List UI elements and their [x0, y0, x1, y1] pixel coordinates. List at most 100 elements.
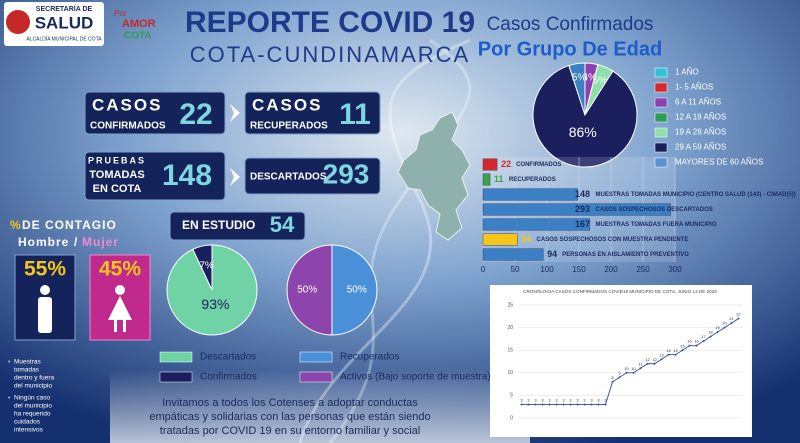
stat-line: PRUEBAS: [88, 155, 146, 165]
slice-label: 5%: [572, 73, 587, 84]
point: [688, 344, 691, 347]
office: SALUD: [35, 13, 94, 32]
point-label: 3: [569, 398, 572, 403]
legend-swatch: [299, 351, 333, 363]
stat-value: 54: [270, 212, 295, 237]
legend-label: 1 AÑO: [675, 68, 699, 77]
chart-title: CRONOLOGIA CASOS CONFIRMADOS COVID19 MUN…: [523, 289, 717, 294]
stat-bottom: RECUPERADOS: [250, 121, 328, 132]
chart-title: Casos Confirmados: [487, 14, 654, 35]
x-tick-label: 150: [572, 265, 586, 274]
legend-label: Descartados: [200, 352, 256, 363]
note-line: Ningún caso: [14, 395, 51, 402]
point: [548, 403, 551, 406]
note-line: del municipio: [14, 383, 52, 390]
gender-title: DE CONTAGIO: [22, 218, 117, 232]
arrow: [230, 168, 240, 186]
men-value: 55%: [24, 258, 66, 281]
legend-swatch: [654, 142, 668, 153]
point: [681, 349, 684, 352]
point: [667, 353, 670, 356]
bar-value: 148: [575, 189, 590, 199]
legend-swatch: [654, 112, 668, 123]
x-tick-label: 200: [604, 265, 618, 274]
slice-label: 93%: [201, 296, 229, 312]
note-line: cuidados: [14, 419, 41, 426]
legend-label: 12 A 18 AÑOS: [675, 113, 726, 122]
point: [597, 403, 600, 406]
bar-value: 293: [575, 204, 590, 214]
stat-recovered: CASOS RECUPERADOS 11: [244, 91, 381, 135]
note-line: intensivos: [14, 427, 44, 434]
point: [674, 353, 677, 356]
point-label: 14: [666, 348, 671, 353]
point: [611, 380, 614, 383]
bar: [482, 203, 671, 216]
gender-percent: %: [10, 218, 21, 232]
pie-slice: [331, 244, 378, 336]
point-label: 16: [694, 339, 699, 344]
legend-swatch: [654, 67, 668, 78]
stat-value: 148: [162, 159, 212, 192]
point-label: 3: [520, 398, 523, 403]
stat-top: CASOS: [252, 95, 322, 114]
women-value: 45%: [99, 258, 141, 281]
stat-value: 293: [323, 158, 370, 189]
x-tick-label: 0: [481, 265, 486, 274]
office-sub: ALCALDÍA MUNICIPAL DE COTA: [26, 35, 102, 42]
gender-men: Hombre: [18, 235, 69, 249]
point-label: 17: [701, 334, 706, 339]
x-tick-label: 300: [668, 265, 682, 274]
note-line: dentro y fuera: [14, 375, 54, 382]
y-tick-label: 20: [507, 325, 513, 331]
footer-line: Invitamos a todos los Cotenses a adoptar…: [162, 397, 418, 409]
legend-swatch: [159, 351, 193, 363]
title: REPORTE COVID 19: [185, 6, 475, 39]
point: [695, 344, 698, 347]
point-label: 3: [527, 398, 530, 403]
point-label: 20: [722, 321, 727, 326]
point: [541, 403, 544, 406]
pie-slice: [532, 64, 638, 168]
point-label: 3: [590, 398, 593, 403]
pie-slice: [286, 244, 333, 336]
slogan-town: COTA: [124, 31, 152, 42]
point: [569, 403, 572, 406]
dna-strand: [328, 38, 472, 443]
y-tick-label: 25: [507, 302, 513, 308]
stat-studying: EN ESTUDIO 54: [169, 211, 306, 241]
point-label: 22: [736, 312, 741, 317]
slogan-pre: Por: [114, 9, 127, 18]
point: [534, 403, 537, 406]
point: [660, 358, 663, 361]
legend-label: 6 A 11 AÑOS: [675, 98, 721, 107]
x-tick-label: 100: [540, 265, 554, 274]
legend-swatch: [654, 127, 668, 138]
stat-value: 22: [179, 98, 212, 131]
point-label: 19: [715, 325, 720, 330]
point-label: 3: [548, 398, 551, 403]
note-line: tomadas: [14, 367, 40, 374]
point-label: 3: [576, 398, 579, 403]
point: [618, 376, 621, 379]
point-label: 15: [680, 343, 685, 348]
legend-label: MAYORES DE 60 AÑOS: [675, 158, 763, 167]
line-chart-panel: [490, 285, 752, 437]
women-icon: [114, 320, 117, 332]
chart-subtitle: Por Grupo De Edad: [478, 38, 662, 60]
bar-category: MUESTRAS TOMADAS FUERA MUNICIPIO: [596, 222, 717, 228]
point: [737, 317, 740, 320]
stat-box: [84, 91, 226, 135]
men-icon: [38, 297, 52, 333]
legend-label: Activos (Bajo soporte de muestra): [340, 372, 491, 383]
bar-value: 94: [547, 249, 557, 259]
bar: [482, 188, 578, 201]
pie-slice: [192, 244, 213, 291]
point-label: 3: [597, 398, 600, 403]
stat-label: DESCARTADOS: [250, 172, 327, 183]
point-label: 3: [541, 398, 544, 403]
legend-label: 29 A 59 AÑOS: [675, 143, 726, 152]
point: [709, 335, 712, 338]
